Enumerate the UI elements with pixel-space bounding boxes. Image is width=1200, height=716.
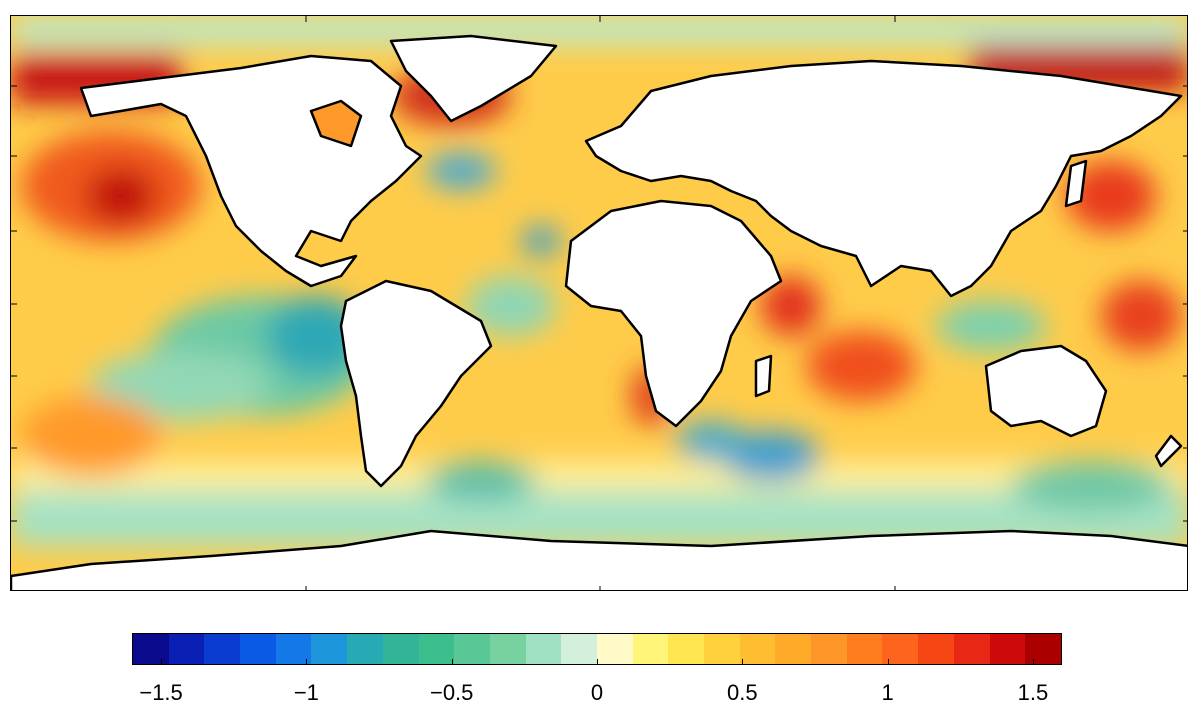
colorbar-swatch <box>382 634 419 664</box>
colorbar-swatch <box>668 634 704 664</box>
africa-landmass <box>564 199 783 428</box>
colorbar-swatch <box>240 634 276 664</box>
colorbar-swatch <box>953 634 990 664</box>
colorbar-swatch <box>775 634 812 664</box>
colorbar-swatch <box>418 634 455 664</box>
anomaly-map <box>10 15 1188 591</box>
colorbar-tick-label: −1.5 <box>139 680 183 705</box>
colorbar-tick <box>306 659 308 665</box>
colorbar-tick-label: −0.5 <box>429 680 474 705</box>
colorbar-swatch <box>632 634 669 664</box>
colorbar-swatch <box>918 634 954 664</box>
new-zealand-landmass <box>1154 434 1183 468</box>
colorbar-tick <box>1032 659 1034 665</box>
colorbar-tick-label: −1 <box>293 680 319 705</box>
colorbar-swatch <box>133 634 169 664</box>
colorbar-tick <box>161 659 163 665</box>
colorbar-tick <box>597 659 598 665</box>
madagascar-landmass <box>754 354 773 398</box>
eurasia-landmass <box>584 59 1183 298</box>
colorbar-swatch <box>489 634 526 664</box>
australia-landmass <box>984 344 1108 438</box>
japan-landmass <box>1064 159 1088 208</box>
colorbar-swatch <box>275 634 312 664</box>
colorbar-swatch <box>811 634 847 664</box>
colorbar-swatch <box>525 634 562 664</box>
colorbar-tick-label: 1 <box>881 680 894 705</box>
colorbar-swatch <box>704 634 740 664</box>
colorbar-tick-label: 1.5 <box>1017 680 1049 705</box>
south-america-landmass <box>339 279 493 488</box>
colorbar-ticks <box>132 659 1062 675</box>
colorbar-swatch <box>454 634 490 664</box>
hudson-bay <box>309 99 363 148</box>
colorbar-tick <box>451 659 453 665</box>
map-frame-ticks <box>11 16 1187 590</box>
antarctica-landmass <box>11 529 1187 590</box>
colorbar-swatch <box>846 634 883 664</box>
map-canvas <box>11 16 1187 590</box>
colorbar-tick <box>887 659 889 665</box>
colorbar-swatch <box>168 634 205 664</box>
colorbar-swatch <box>204 634 241 664</box>
colorbar <box>132 633 1062 665</box>
colorbar-tick-label: 0 <box>590 680 604 705</box>
colorbar-swatch <box>561 634 597 664</box>
continents <box>11 34 1187 590</box>
colorbar-swatch <box>739 634 776 664</box>
colorbar-tick <box>742 659 744 665</box>
colorbar-swatch <box>1025 634 1061 664</box>
colorbar-tick-label: 0.5 <box>727 680 758 705</box>
greenland-landmass <box>389 34 558 123</box>
colorbar-swatch <box>989 634 1026 664</box>
colorbar-swatch <box>311 634 348 664</box>
colorbar-swatch <box>596 634 633 664</box>
colorbar-swatch <box>347 634 383 664</box>
